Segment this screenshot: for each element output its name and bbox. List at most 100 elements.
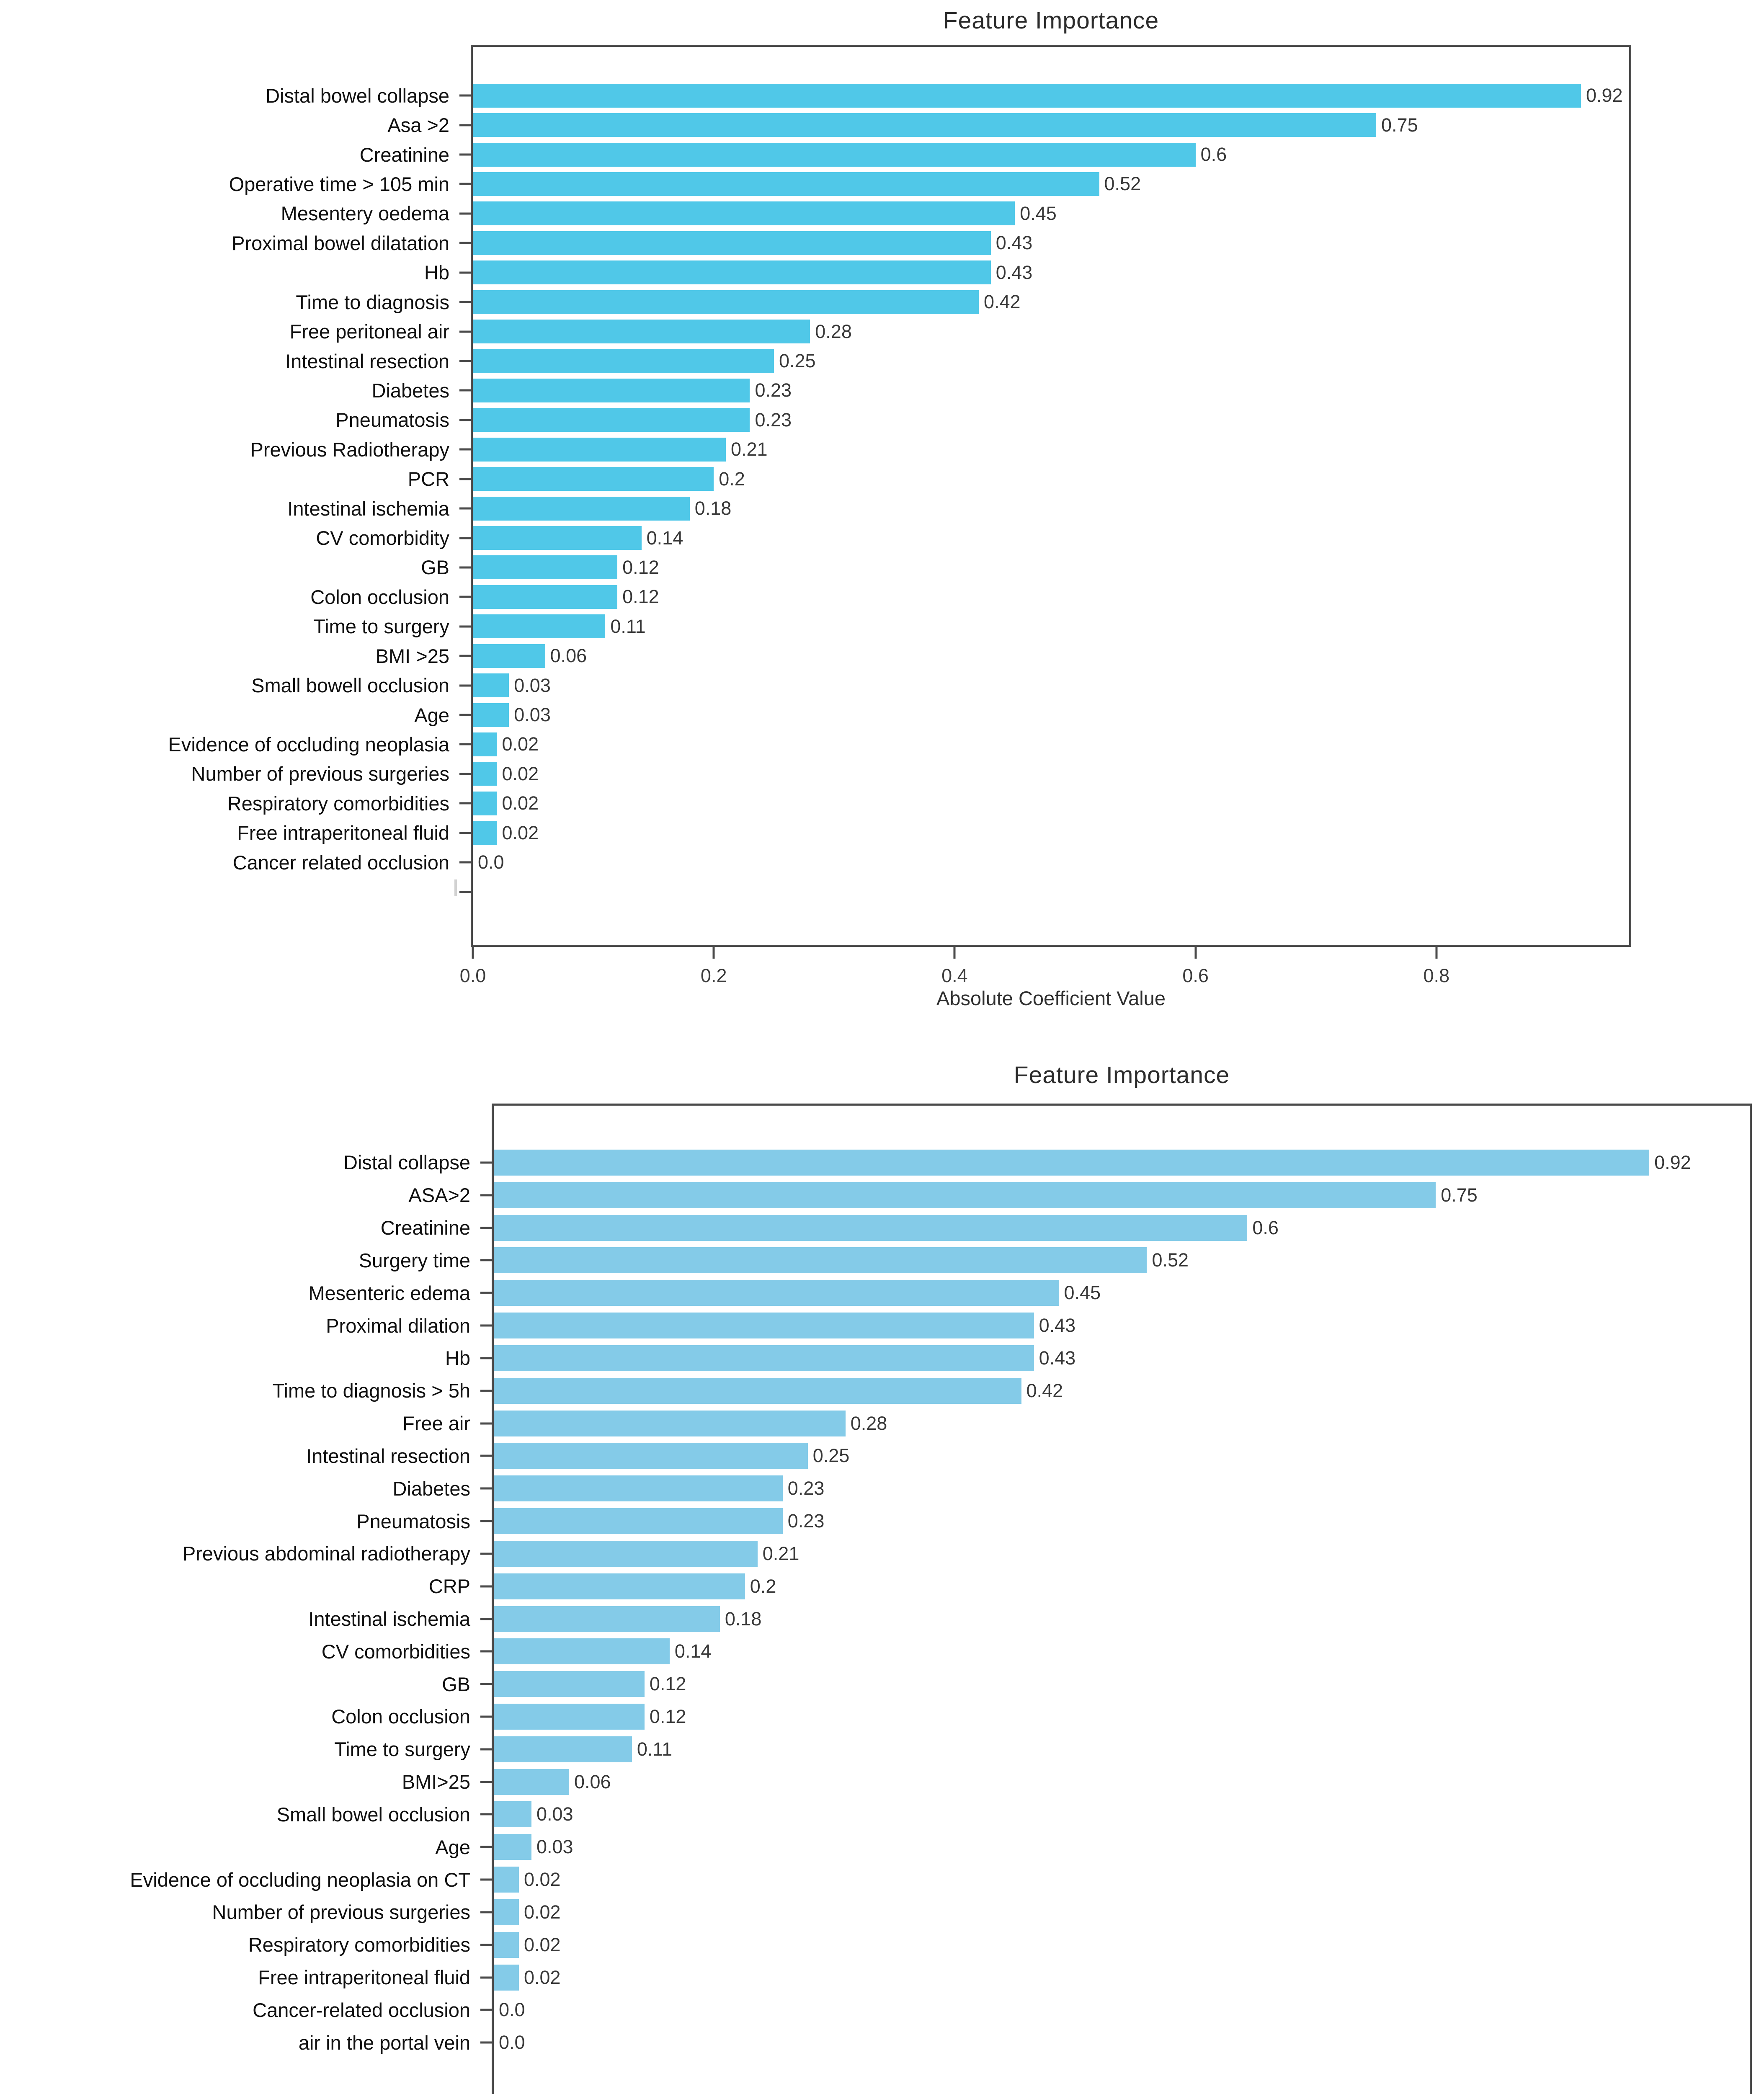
bar xyxy=(473,791,497,815)
y-tick-label: Proximal dilation xyxy=(326,1314,470,1337)
bar-value-label: 0.43 xyxy=(995,232,1033,254)
bar-value-label: 0.75 xyxy=(1381,114,1418,136)
bar xyxy=(494,1573,745,1599)
y-tick-label: Age xyxy=(414,704,449,726)
y-tick xyxy=(480,1324,492,1327)
bar-value-label: 0.12 xyxy=(649,1673,686,1695)
y-tick-label: Small bowel occlusion xyxy=(276,1803,470,1826)
bar-row: CV comorbidities 0.14 xyxy=(322,1635,1750,1668)
bar-row: Intestinal resection 0.25 xyxy=(306,1439,1750,1472)
bar xyxy=(473,732,497,756)
y-tick xyxy=(480,1846,492,1848)
bar xyxy=(473,644,545,668)
bar-row: BMI>25 0.06 xyxy=(402,1766,1750,1798)
bar-row: Evidence of occluding neoplasia on CT 0.0… xyxy=(130,1863,1750,1896)
y-tick xyxy=(480,1487,492,1490)
y-tick xyxy=(480,1227,492,1229)
y-tick-label: Pneumatosis xyxy=(335,409,449,431)
bar-row: Time to diagnosis > 5h 0.42 xyxy=(273,1375,1750,1407)
y-tick-label: Cancer related occlusion xyxy=(232,851,449,874)
bar xyxy=(494,1736,632,1762)
bar-row: Creatinine 0.6 xyxy=(381,1212,1750,1244)
y-tick-label: Operative time > 105 min xyxy=(229,173,449,195)
bar xyxy=(494,1540,758,1567)
bar-value-label: 0.45 xyxy=(1020,202,1057,224)
x-tick-label: 0.6 xyxy=(1182,965,1209,986)
bar xyxy=(494,1215,1248,1241)
y-tick xyxy=(459,743,471,745)
y-tick xyxy=(480,2009,492,2011)
x-tick xyxy=(953,947,956,959)
bar xyxy=(494,1638,670,1665)
bar xyxy=(473,703,509,727)
y-tick xyxy=(480,1552,492,1555)
bar-value-label: 0.52 xyxy=(1104,173,1141,195)
bar-value-label: 0.43 xyxy=(1039,1315,1076,1336)
bar-value-label: 0.06 xyxy=(550,645,587,667)
bar-row: Asa >2 0.75 xyxy=(387,110,1629,139)
y-tick xyxy=(459,330,471,333)
bar xyxy=(473,408,750,432)
y-tick-label: Respiratory comorbidities xyxy=(227,792,449,815)
bar-row: Distal bowel collapse 0.92 xyxy=(266,81,1629,110)
bar-row: Diabetes 0.23 xyxy=(393,1472,1750,1505)
bar-row: Hb 0.43 xyxy=(445,1342,1750,1375)
bar-value-label: 0.92 xyxy=(1586,85,1623,106)
y-tick xyxy=(480,1650,492,1653)
bar xyxy=(473,821,497,845)
bar-row: Number of previous surgeries 0.02 xyxy=(191,759,1629,789)
bar-row xyxy=(454,877,1629,906)
bar-row: Free peritoneal air 0.28 xyxy=(290,317,1629,346)
bar-value-label: 0.18 xyxy=(694,498,732,519)
y-tick xyxy=(459,537,471,539)
bar-value-label: 0.6 xyxy=(1252,1217,1279,1238)
y-tick xyxy=(480,1618,492,1620)
bar-row: GB 0.12 xyxy=(442,1668,1750,1700)
y-tick xyxy=(459,124,471,126)
y-tick xyxy=(480,1357,492,1359)
bar-row: Number of previous surgeries 0.02 xyxy=(212,1896,1750,1929)
bar xyxy=(473,142,1196,167)
y-tick-label: BMI >25 xyxy=(375,645,449,667)
bar-row: Age 0.03 xyxy=(414,700,1629,730)
bar-value-label: 0.28 xyxy=(815,320,852,342)
bar-value-label: 0.21 xyxy=(730,438,768,460)
y-tick xyxy=(459,861,471,864)
x-tick-label: 0.4 xyxy=(941,965,968,986)
bar xyxy=(494,1475,783,1502)
y-tick xyxy=(480,1390,492,1392)
bar xyxy=(494,1932,519,1958)
y-tick xyxy=(480,1781,492,1783)
x-axis-label: Absolute Coefficient Value xyxy=(936,987,1166,1009)
bar xyxy=(473,437,726,462)
y-tick xyxy=(480,1683,492,1685)
y-tick-label: Time to diagnosis > 5h xyxy=(272,1380,470,1402)
bar-value-label: 0.03 xyxy=(514,674,551,696)
y-tick-label: Hb xyxy=(424,261,449,284)
bar-value-label: 0.03 xyxy=(514,704,551,726)
bar-row: Respiratory comorbidities 0.02 xyxy=(248,1929,1750,1961)
y-tick-label: Free intraperitoneal fluid xyxy=(258,1966,470,1989)
bar-row: Distal collapse 0.92 xyxy=(343,1146,1750,1179)
bar-value-label: 0.52 xyxy=(1152,1249,1189,1271)
y-tick xyxy=(459,301,471,303)
bar-value-label: 0.06 xyxy=(574,1771,611,1792)
bar-row: Respiratory comorbidities 0.02 xyxy=(227,789,1629,818)
y-tick-label: Colon occlusion xyxy=(310,585,449,608)
bar-value-label: 0.43 xyxy=(1039,1347,1076,1369)
bar-row: PCR 0.2 xyxy=(408,464,1629,493)
bar xyxy=(494,1671,645,1697)
bar-value-label: 0.02 xyxy=(502,792,539,814)
y-tick xyxy=(459,596,471,598)
bar-row: Time to surgery 0.11 xyxy=(313,612,1629,641)
y-tick-label: air in the portal vein xyxy=(298,2031,470,2054)
bar-value-label: 0.0 xyxy=(499,1999,525,2021)
bar-value-label: 0.02 xyxy=(524,1901,561,1923)
bar xyxy=(494,1149,1650,1176)
bar-value-label: 0.42 xyxy=(983,291,1021,313)
bar-row: Free intraperitoneal fluid 0.02 xyxy=(258,1961,1750,1994)
y-tick-label: ASA>2 xyxy=(408,1184,470,1207)
bar-value-label: 0.03 xyxy=(536,1803,573,1825)
bar-value-label: 0.02 xyxy=(502,763,539,784)
